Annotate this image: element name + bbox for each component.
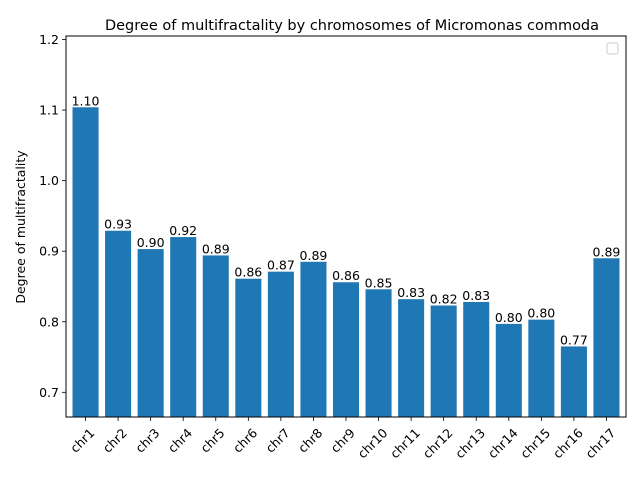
- bar-chr15: [528, 319, 555, 417]
- data-label-chr12: 0.82: [430, 292, 458, 307]
- x-tick-label-chr13: chr13: [452, 425, 488, 461]
- data-label-chr11: 0.83: [397, 285, 425, 300]
- data-labels: 1.10 0.93 0.90 0.92 0.89 0.86 0.87 0.89 0.86 0.85…: [72, 93, 621, 347]
- x-tick-label-chr9: chr9: [328, 425, 358, 455]
- bar-chr8: [300, 261, 327, 417]
- x-tick-label-chr3: chr3: [132, 425, 162, 455]
- data-label-chr3: 0.90: [137, 235, 165, 250]
- bar-chr6: [235, 278, 262, 417]
- legend-box: [606, 42, 619, 55]
- x-tick-label-chr1: chr1: [67, 425, 97, 455]
- x-tick-label-chr6: chr6: [230, 425, 260, 455]
- data-label-chr9: 0.86: [332, 268, 360, 283]
- bar-chr2: [105, 230, 132, 417]
- x-tick-label-chr11: chr11: [387, 425, 423, 461]
- y-axis-ticks: 0.7 0.8 0.9 1.0 1.1 1.2: [39, 32, 66, 400]
- bar-chr1: [72, 107, 99, 417]
- x-tick-label-chr17: chr17: [582, 425, 618, 461]
- data-label-chr15: 0.80: [527, 306, 555, 321]
- bar-chr17: [593, 258, 620, 417]
- data-label-chr17: 0.89: [593, 244, 621, 259]
- x-tick-label-chr12: chr12: [420, 425, 456, 461]
- data-label-chr13: 0.83: [462, 288, 490, 303]
- bar-chr5: [202, 255, 229, 417]
- data-label-chr5: 0.89: [202, 241, 230, 256]
- x-tick-label-chr7: chr7: [262, 425, 292, 455]
- bar-chr13: [463, 301, 490, 417]
- x-tick-label-chr14: chr14: [485, 425, 521, 461]
- data-label-chr1: 1.10: [72, 93, 100, 108]
- bar-chr7: [267, 271, 294, 417]
- chart-title: Degree of multifractality by chromosomes…: [105, 18, 599, 34]
- y-tick-label-0.9: 0.9: [39, 244, 59, 259]
- y-tick-label-1.0: 1.0: [39, 173, 59, 188]
- x-tick-label-chr4: chr4: [165, 425, 195, 455]
- y-tick-label-0.7: 0.7: [39, 385, 59, 400]
- bar-chr10: [365, 289, 392, 417]
- bar-chr14: [495, 323, 522, 417]
- x-tick-label-chr15: chr15: [517, 425, 553, 461]
- data-label-chr16: 0.77: [560, 332, 588, 347]
- bar-chr3: [137, 249, 164, 417]
- data-label-chr8: 0.89: [300, 248, 328, 263]
- bars: [72, 107, 620, 417]
- data-label-chr6: 0.86: [234, 265, 262, 280]
- data-label-chr14: 0.80: [495, 310, 523, 325]
- plot-frame: [65, 35, 627, 418]
- y-tick-label-1.2: 1.2: [39, 32, 59, 47]
- y-axis-label: Degree of multifractality: [13, 150, 28, 304]
- bar-chr16: [560, 346, 587, 417]
- data-label-chr7: 0.87: [267, 258, 295, 273]
- x-tick-label-chr2: chr2: [100, 425, 130, 455]
- data-label-chr4: 0.92: [169, 223, 197, 238]
- y-tick-label-1.1: 1.1: [39, 103, 59, 118]
- x-tick-label-chr5: chr5: [197, 425, 227, 455]
- bar-chr12: [430, 305, 457, 417]
- y-tick-label-0.8: 0.8: [39, 314, 59, 329]
- x-tick-label-chr10: chr10: [355, 425, 391, 461]
- data-label-chr2: 0.93: [104, 217, 132, 232]
- bar-chr4: [170, 237, 197, 417]
- x-tick-label-chr16: chr16: [550, 425, 586, 461]
- x-tick-label-chr8: chr8: [295, 425, 325, 455]
- data-label-chr10: 0.85: [365, 275, 393, 290]
- bar-chr11: [398, 299, 425, 417]
- bar-chr9: [332, 282, 360, 417]
- x-axis-ticks: chr1 chr2 chr3 chr4 chr5 chr6 chr7 chr8 chr9chr1…: [67, 417, 618, 461]
